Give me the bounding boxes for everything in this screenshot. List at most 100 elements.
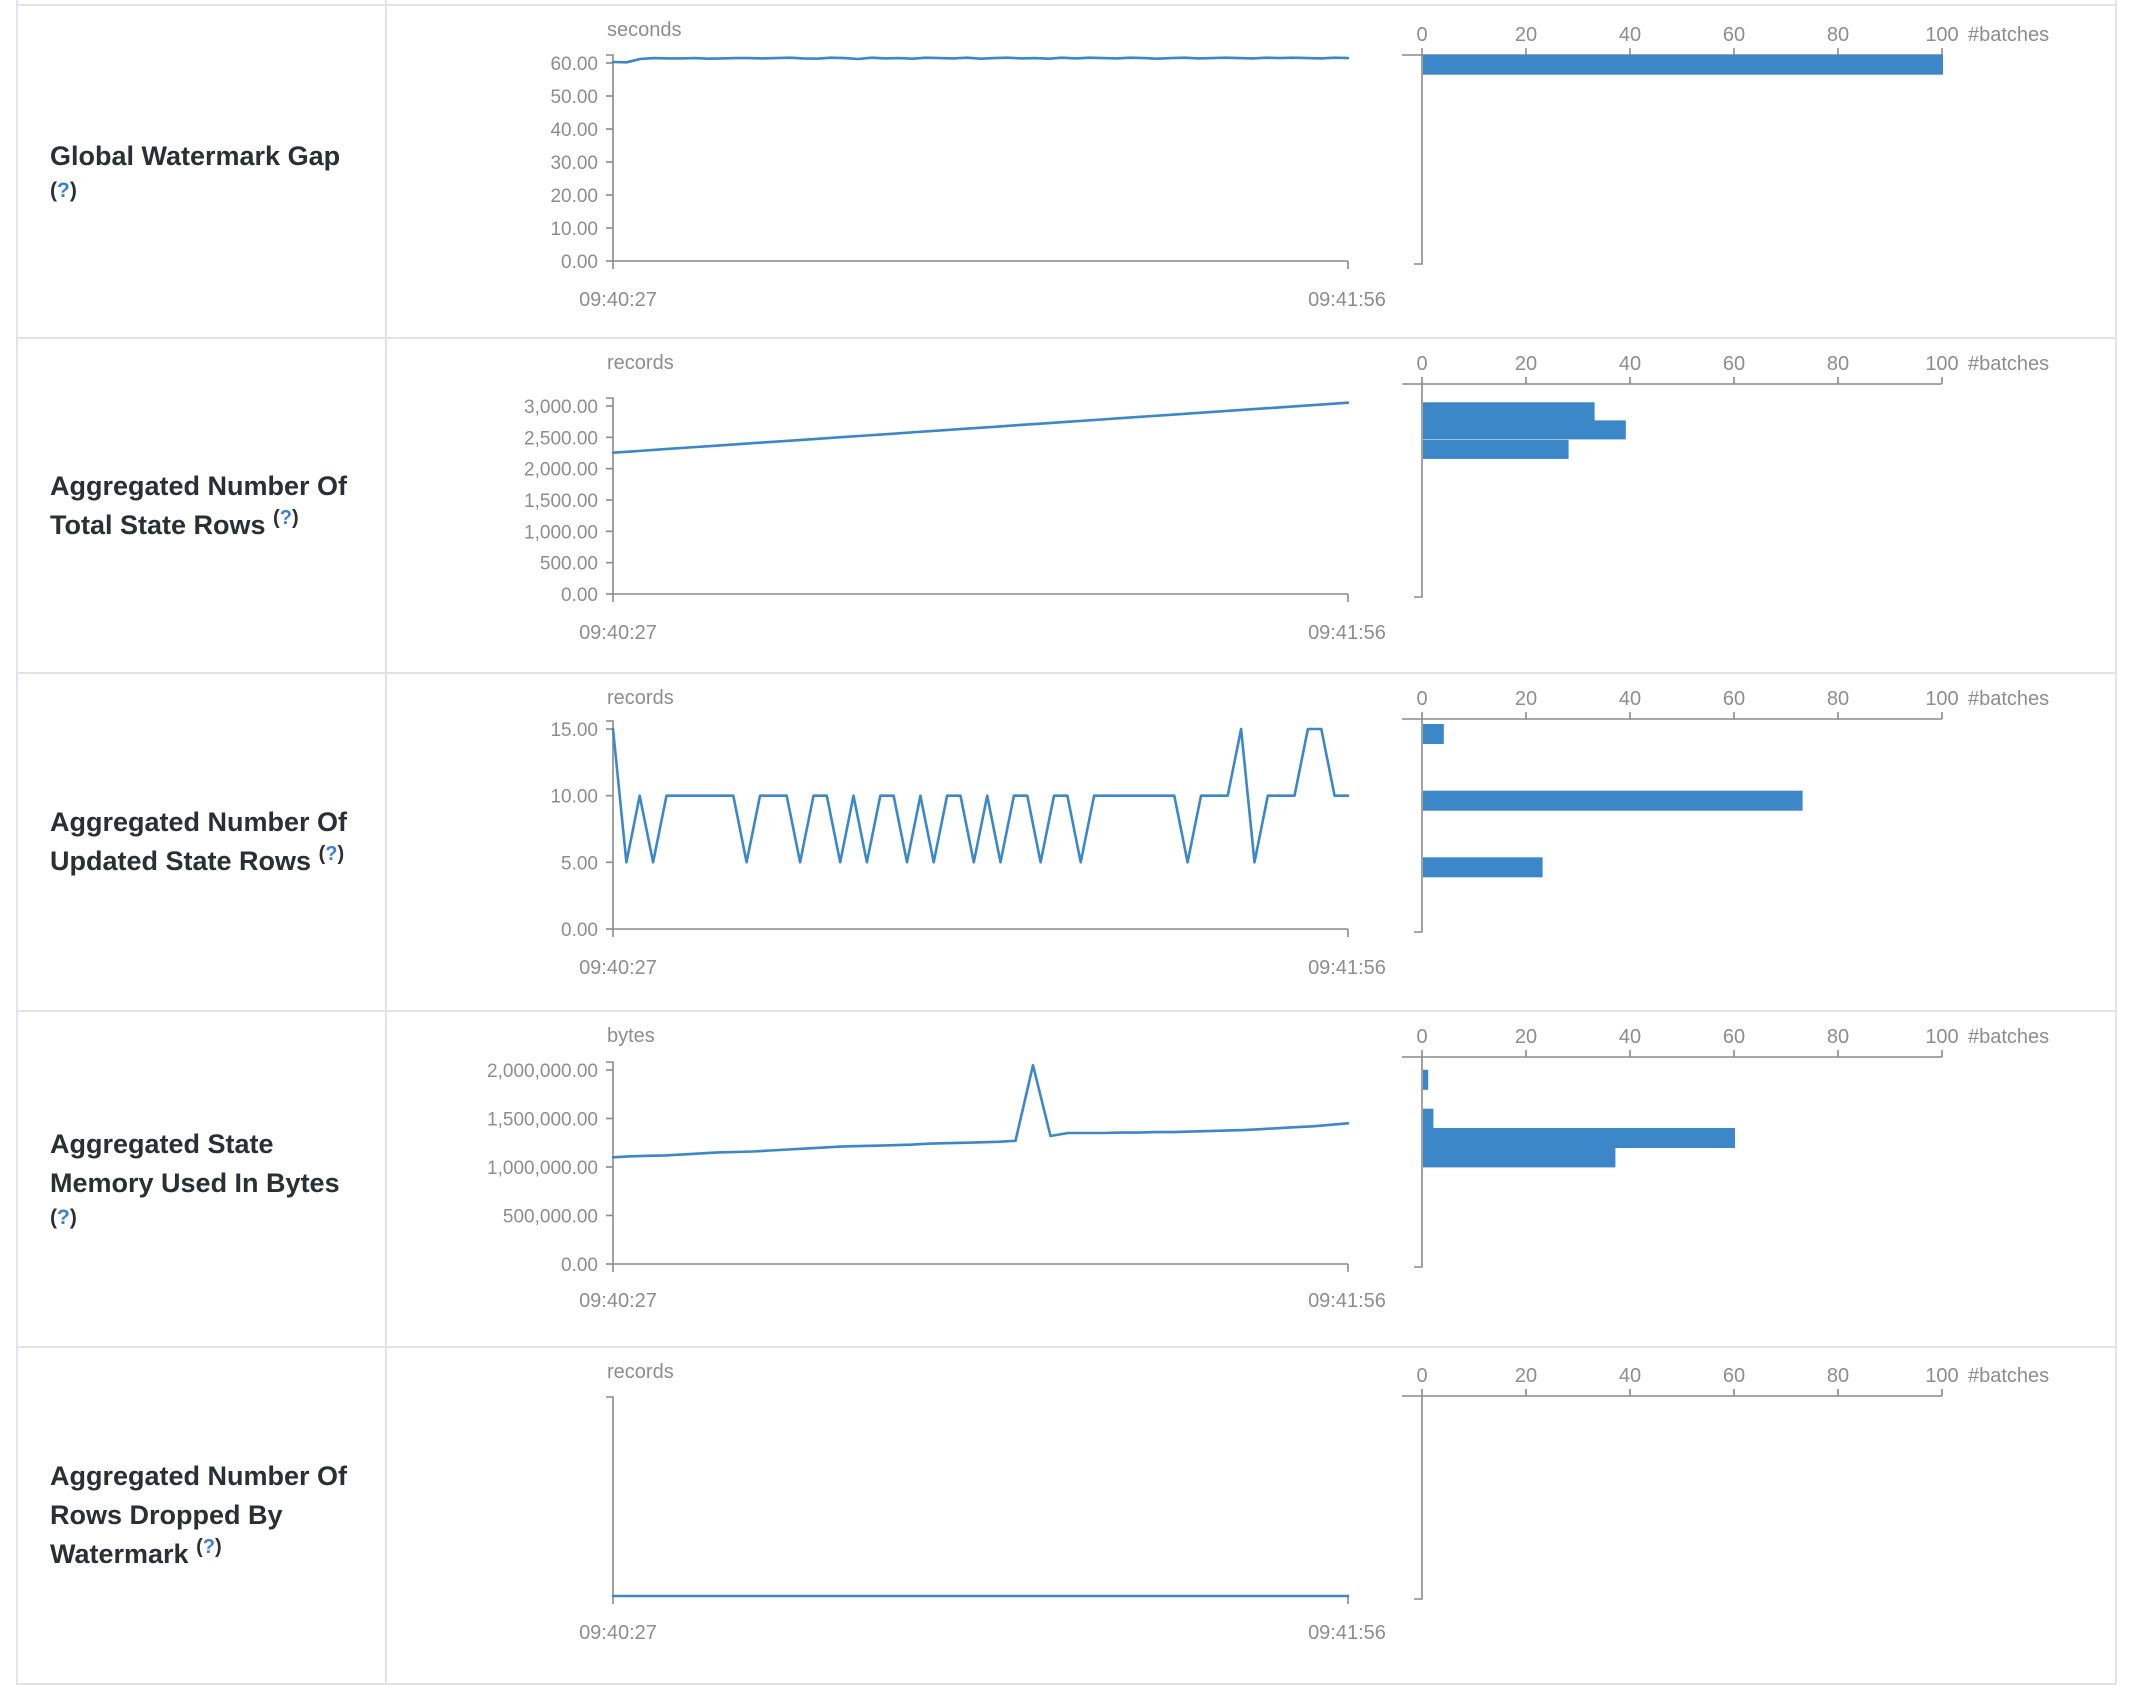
histogram-tick-label: 60: [1723, 24, 1745, 46]
histogram-bar: [1423, 1108, 1434, 1129]
histogram-tick-label: 20: [1515, 1026, 1537, 1048]
y-tick-label: 1,000.00: [524, 522, 598, 543]
histogram-bar: [1423, 420, 1626, 440]
histogram-bar: [1423, 1147, 1616, 1168]
x-end-time-label: 09:41:56: [1308, 622, 1386, 644]
histogram-tick-label: 60: [1723, 688, 1745, 710]
y-tick-label: 2,500.00: [524, 428, 598, 449]
metric-charts-cell: records 09:40:27 09:41:56 0 20 40 60 80 100 #batc…: [387, 1348, 2115, 1683]
previous-row-edge: [18, 0, 2115, 6]
help-link[interactable]: (?): [318, 843, 345, 865]
y-tick-label: 1,500,000.00: [487, 1110, 598, 1131]
histogram-tick-label: 80: [1827, 688, 1849, 710]
metric-title: Updated State Rows (?): [50, 843, 345, 876]
histogram-tick-label: 80: [1827, 1026, 1849, 1048]
histogram-bar: [1423, 439, 1569, 459]
help-link[interactable]: (?): [273, 506, 299, 529]
timeline-and-histogram-chart: seconds 60.00 50.00 40.00 30.00 20.00 10.00 0.0…: [550, 19, 2049, 311]
y-tick-label: 30.00: [550, 153, 598, 174]
metric-title: Aggregated Number Of: [50, 807, 348, 837]
metric-row: Global Watermark Gap (?) seconds 60.00 50.00…: [18, 6, 2115, 339]
histogram-tick-label: 40: [1619, 1026, 1641, 1048]
metric-label-cell: Aggregated Number Of Total State Rows (?): [18, 339, 387, 672]
metric-title: Aggregated Number Of: [50, 1461, 348, 1491]
histogram-tick-label: 20: [1515, 688, 1537, 710]
histogram-tick-label: 20: [1515, 353, 1537, 375]
timeline-series-line: [611, 727, 1350, 864]
y-tick-label: 1,000,000.00: [487, 1158, 598, 1179]
help-link[interactable]: (?): [50, 1206, 77, 1229]
y-tick-label: 10.00: [550, 787, 598, 808]
y-tick-label: 0.00: [561, 585, 598, 606]
histogram-bar: [1423, 402, 1595, 422]
x-start-time-label: 09:40:27: [579, 1622, 657, 1644]
histogram-tick-label: 40: [1619, 1365, 1641, 1387]
x-start-time-label: 09:40:27: [579, 289, 657, 311]
x-start-time-label: 09:40:27: [579, 957, 657, 979]
help-link[interactable]: (?): [196, 1536, 222, 1558]
histogram-tick-label: 60: [1723, 1365, 1745, 1387]
batches-axis-label: #batches: [1968, 353, 2049, 375]
metric-label-cell: Aggregated Number Of Rows Dropped By Water…: [18, 1348, 387, 1683]
metric-title: Memory Used In Bytes: [50, 1168, 340, 1198]
x-end-time-label: 09:41:56: [1308, 289, 1386, 311]
histogram-bar: [1423, 724, 1444, 744]
histogram-tick-label: 80: [1827, 1365, 1849, 1387]
histogram-tick-label: 80: [1827, 353, 1849, 375]
histogram-tick-label: 40: [1619, 353, 1641, 375]
metric-title: Global Watermark Gap: [50, 141, 341, 171]
timeline-and-histogram-chart: records 3,000.00 2,500.00 2,000.00 1,500.00 1…: [524, 352, 2049, 644]
histogram-tick-label: 60: [1723, 1026, 1745, 1048]
timeline-and-histogram-chart: bytes 2,000,000.00 1,500,000.00 1,000,000.0…: [487, 1025, 2049, 1312]
y-tick-label: 0.00: [561, 920, 598, 941]
y-tick-label: 50.00: [550, 87, 598, 108]
histogram-tick-label: 80: [1827, 24, 1849, 46]
timeline-series-line: [611, 56, 1350, 64]
histogram-bar: [1423, 790, 1803, 811]
y-unit-label: bytes: [607, 1025, 655, 1047]
metric-charts-cell: records 3,000.00 2,500.00 2,000.00 1,500.00 1…: [387, 339, 2115, 672]
histogram-tick-label: 100: [1925, 688, 1958, 710]
y-unit-label: records: [607, 687, 674, 709]
y-tick-label: 1,500.00: [524, 491, 598, 512]
help-link[interactable]: (?): [50, 179, 77, 202]
histogram-tick-label: 100: [1925, 1365, 1958, 1387]
metric-row: Aggregated Number Of Total State Rows (?)…: [18, 339, 2115, 674]
metric-charts-cell: bytes 2,000,000.00 1,500,000.00 1,000,000.0…: [387, 1012, 2115, 1346]
y-tick-label: 20.00: [550, 186, 598, 207]
timeline-series-line: [611, 1063, 1350, 1159]
histogram-bar: [1423, 857, 1543, 878]
histogram-bar: [1423, 1069, 1429, 1090]
stats-table: Global Watermark Gap (?) seconds 60.00 50.00…: [16, 0, 2117, 1685]
metric-title: Aggregated Number Of: [50, 470, 348, 501]
metric-help-line: (?): [50, 176, 379, 206]
y-tick-label: 40.00: [550, 120, 598, 141]
metric-charts-cell: seconds 60.00 50.00 40.00 30.00 20.00 10.00 0.0…: [387, 6, 2115, 337]
timeline-and-histogram-chart: records 15.00 10.00 5.00 0.00 09:40:27 09:41:5…: [550, 687, 2049, 979]
metric-row: Aggregated Number Of Rows Dropped By Water…: [18, 1348, 2115, 1685]
timeline-and-histogram-chart: records 09:40:27 09:41:56 0 20 40 60 80 100 #batc…: [579, 1361, 2049, 1644]
metric-title: Rows Dropped By: [50, 1500, 283, 1530]
x-start-time-label: 09:40:27: [579, 622, 657, 644]
histogram-tick-label: 40: [1619, 688, 1641, 710]
metric-label-cell: Global Watermark Gap (?): [18, 6, 387, 337]
histogram-bar: [1423, 54, 1943, 75]
y-tick-label: 500.00: [540, 554, 598, 575]
histogram-tick-label: 0: [1416, 688, 1427, 710]
y-tick-label: 500,000.00: [503, 1207, 598, 1228]
x-end-time-label: 09:41:56: [1308, 1622, 1386, 1644]
metric-charts-cell: records 15.00 10.00 5.00 0.00 09:40:27 09:41:5…: [387, 674, 2115, 1010]
metric-title: Watermark (?): [50, 1536, 222, 1569]
histogram-tick-label: 20: [1515, 1365, 1537, 1387]
metric-label-cell: Aggregated Number Of Updated State Rows (…: [18, 674, 387, 1010]
metric-title: Total State Rows (?): [50, 506, 299, 540]
batches-axis-label: #batches: [1968, 1026, 2049, 1048]
y-tick-label: 2,000.00: [524, 460, 598, 481]
batches-axis-label: #batches: [1968, 1365, 2049, 1387]
histogram-tick-label: 20: [1515, 24, 1537, 46]
x-start-time-label: 09:40:27: [579, 1290, 657, 1312]
y-unit-label: seconds: [607, 19, 682, 41]
y-unit-label: records: [607, 1361, 674, 1383]
histogram-tick-label: 60: [1723, 353, 1745, 375]
